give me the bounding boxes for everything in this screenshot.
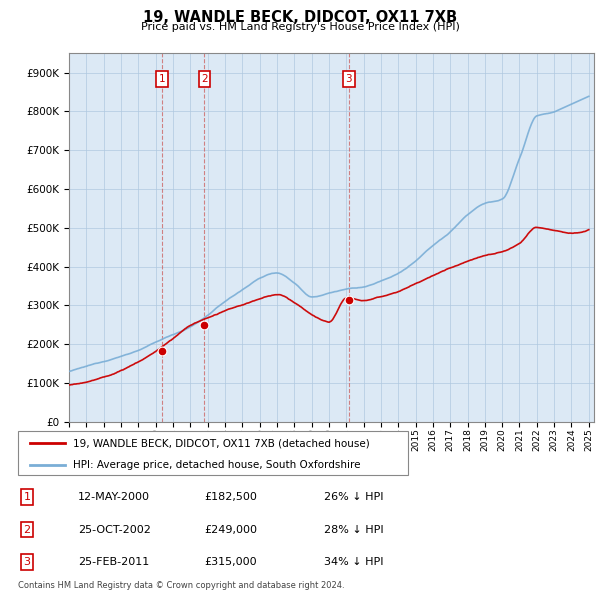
Text: 19, WANDLE BECK, DIDCOT, OX11 7XB: 19, WANDLE BECK, DIDCOT, OX11 7XB xyxy=(143,10,457,25)
Text: 3: 3 xyxy=(23,557,31,567)
Text: 26% ↓ HPI: 26% ↓ HPI xyxy=(324,492,383,502)
Text: 34% ↓ HPI: 34% ↓ HPI xyxy=(324,557,383,567)
Text: £249,000: £249,000 xyxy=(204,525,257,535)
Text: £182,500: £182,500 xyxy=(204,492,257,502)
Text: 1: 1 xyxy=(23,492,31,502)
Text: 28% ↓ HPI: 28% ↓ HPI xyxy=(324,525,383,535)
Text: 12-MAY-2000: 12-MAY-2000 xyxy=(78,492,150,502)
Text: Contains HM Land Registry data © Crown copyright and database right 2024.: Contains HM Land Registry data © Crown c… xyxy=(18,581,344,590)
Text: 1: 1 xyxy=(159,74,166,84)
Text: 25-OCT-2002: 25-OCT-2002 xyxy=(78,525,151,535)
FancyBboxPatch shape xyxy=(18,431,408,475)
Text: Price paid vs. HM Land Registry's House Price Index (HPI): Price paid vs. HM Land Registry's House … xyxy=(140,22,460,32)
Point xyxy=(200,320,209,330)
Point xyxy=(157,346,167,356)
Text: 3: 3 xyxy=(346,74,352,84)
Text: £315,000: £315,000 xyxy=(204,557,257,567)
Text: 25-FEB-2011: 25-FEB-2011 xyxy=(78,557,149,567)
Text: HPI: Average price, detached house, South Oxfordshire: HPI: Average price, detached house, Sout… xyxy=(73,460,360,470)
Text: 2: 2 xyxy=(201,74,208,84)
Text: 2: 2 xyxy=(23,525,31,535)
Text: 19, WANDLE BECK, DIDCOT, OX11 7XB (detached house): 19, WANDLE BECK, DIDCOT, OX11 7XB (detac… xyxy=(73,438,370,448)
Point xyxy=(344,295,353,304)
